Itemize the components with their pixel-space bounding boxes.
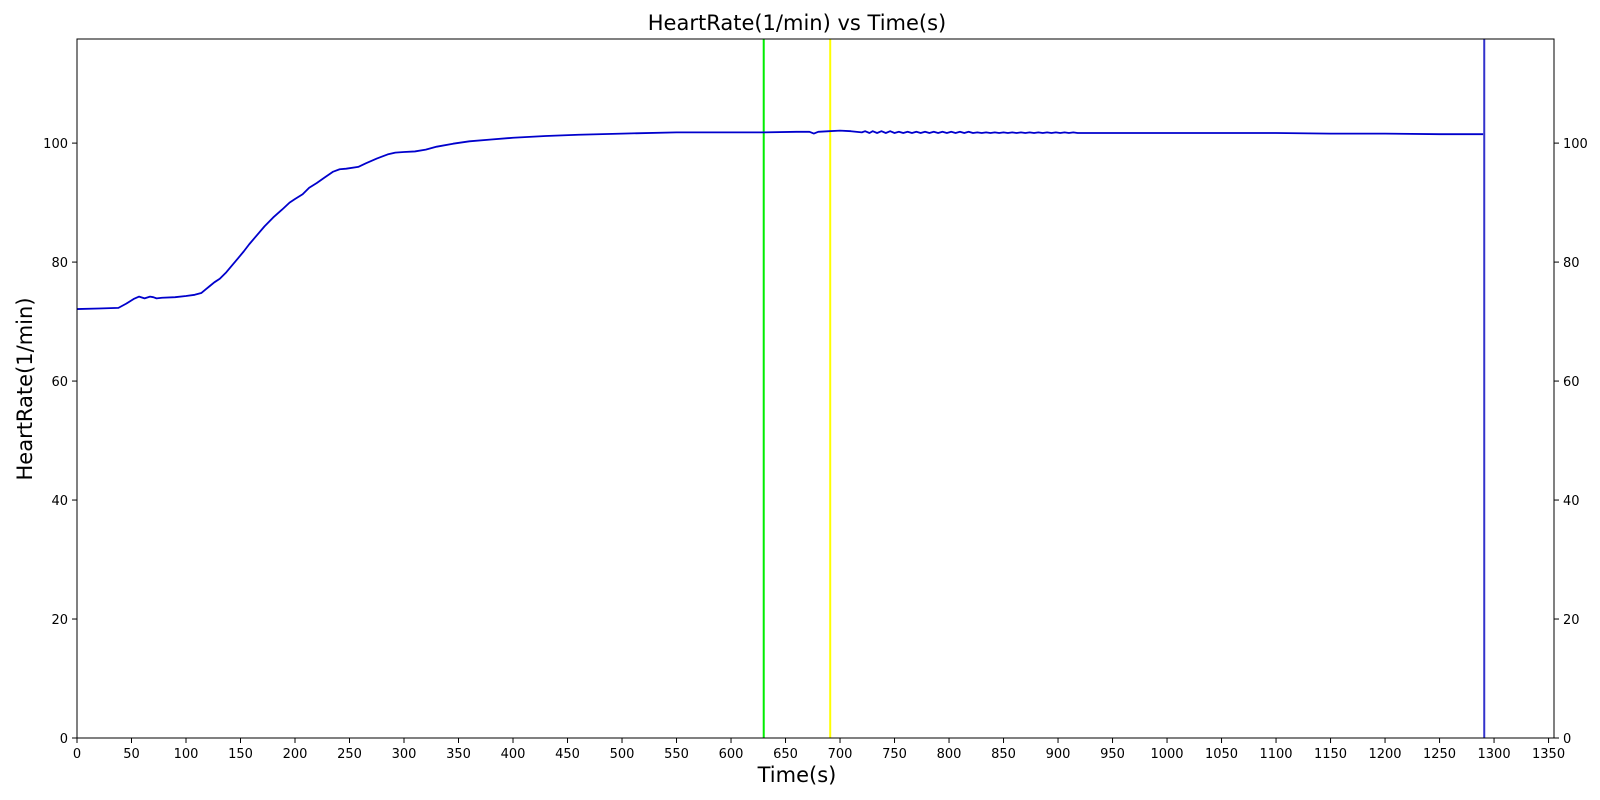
- x-tick-label: 1300: [1478, 747, 1511, 762]
- plot-frame: [76, 38, 1555, 739]
- x-tick-label: 1150: [1314, 747, 1347, 762]
- series-group: [76, 129, 1484, 310]
- x-tick-label: 0: [73, 747, 81, 762]
- x-tick-label: 900: [1046, 747, 1071, 762]
- y-tick-label-left: 80: [51, 256, 68, 271]
- y-tick-label-right: 0: [1563, 732, 1571, 747]
- y-tick-label-right: 80: [1563, 256, 1580, 271]
- x-tick-label: 750: [882, 747, 907, 762]
- x-tick-label: 450: [555, 747, 580, 762]
- y-axis-ticks: 0 0 20 20 40 40 60 60 80 80 100 100: [43, 137, 1588, 747]
- x-axis-label: Time(s): [757, 763, 837, 787]
- x-tick-label: 1350: [1532, 747, 1565, 762]
- x-tick-label: 300: [392, 747, 417, 762]
- y-tick-label-left: 60: [51, 375, 68, 390]
- series-line-0: [76, 129, 1484, 310]
- y-tick-label-left: 100: [43, 137, 68, 152]
- x-tick-label: 850: [991, 747, 1016, 762]
- x-tick-label: 50: [123, 747, 140, 762]
- x-tick-label: 150: [228, 747, 253, 762]
- x-tick-label: 600: [719, 747, 744, 762]
- y-axis-label: HeartRate(1/min): [13, 297, 37, 480]
- x-tick-label: 500: [610, 747, 635, 762]
- x-axis-ticks: 0 50 100 150 200 250 300 350 400 450 500 550 600 650 7…: [73, 738, 1565, 762]
- x-tick-label: 550: [664, 747, 689, 762]
- y-tick-label-right: 40: [1563, 494, 1580, 509]
- x-tick-label: 350: [446, 747, 471, 762]
- x-tick-label: 800: [937, 747, 962, 762]
- y-tick-label-right: 100: [1563, 137, 1588, 152]
- x-tick-label: 200: [283, 747, 308, 762]
- y-tick-label-right: 20: [1563, 613, 1580, 628]
- y-tick-label-left: 0: [60, 732, 68, 747]
- vertical-marker-lines: [762, 39, 1486, 738]
- x-tick-label: 950: [1100, 747, 1125, 762]
- chart-title: HeartRate(1/min) vs Time(s): [648, 11, 946, 35]
- x-tick-label: 1000: [1150, 747, 1183, 762]
- y-tick-label-right: 60: [1563, 375, 1580, 390]
- x-tick-label: 100: [174, 747, 199, 762]
- x-tick-label: 250: [337, 747, 362, 762]
- x-tick-label: 1100: [1259, 747, 1292, 762]
- x-tick-label: 700: [828, 747, 853, 762]
- y-tick-label-left: 40: [51, 494, 68, 509]
- y-tick-label-left: 20: [51, 613, 68, 628]
- x-tick-label: 1200: [1368, 747, 1401, 762]
- x-tick-label: 650: [773, 747, 798, 762]
- x-tick-label: 1050: [1205, 747, 1238, 762]
- x-tick-label: 400: [501, 747, 526, 762]
- x-tick-label: 1250: [1423, 747, 1456, 762]
